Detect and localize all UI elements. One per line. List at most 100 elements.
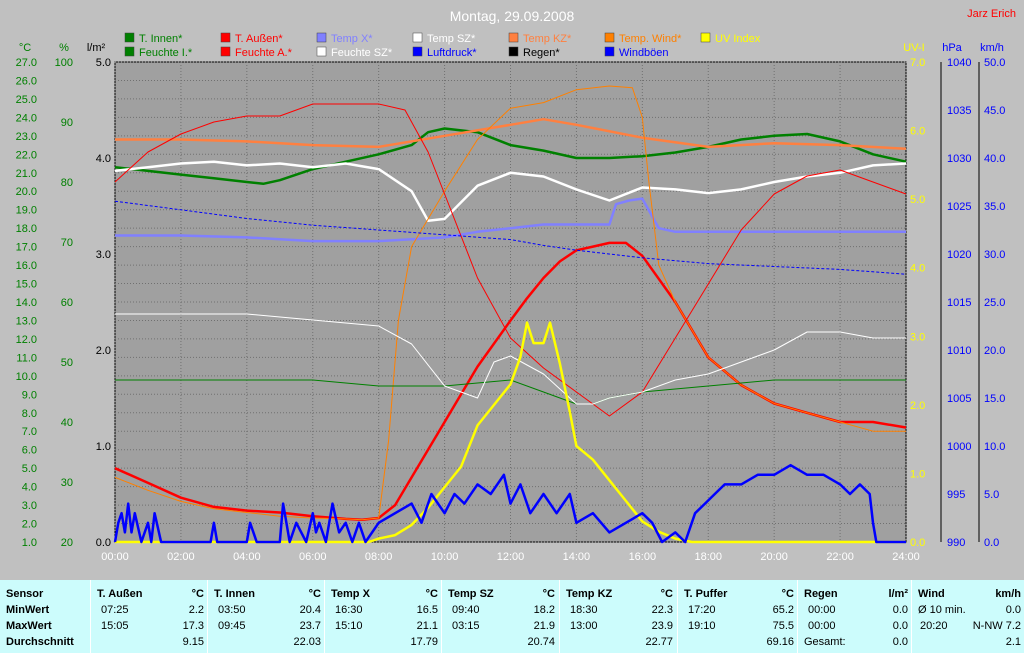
legend-swatch bbox=[316, 46, 327, 57]
x-tick-label: 12:00 bbox=[497, 551, 525, 563]
stats-cell-value: 2.2 bbox=[188, 604, 204, 616]
stats-cell-label: 09:40 bbox=[452, 604, 480, 616]
humidity-axis-tick-label: 40 bbox=[61, 417, 73, 429]
legend-swatch bbox=[700, 32, 711, 43]
x-tick-label: 00:00 bbox=[101, 551, 129, 563]
temp-axis-tick-label: 15.0 bbox=[16, 279, 37, 291]
stats-cell-value: 22.77 bbox=[645, 636, 673, 648]
temp-axis-tick-label: 17.0 bbox=[16, 242, 37, 254]
x-tick-label: 24:00 bbox=[892, 551, 920, 563]
stats-cell-value: 23.9 bbox=[651, 620, 673, 632]
stats-cell-label: T. Innen bbox=[214, 588, 255, 600]
stats-cell-value: °C bbox=[191, 588, 204, 600]
series-line bbox=[115, 117, 907, 151]
wind-col-name: Wind bbox=[918, 588, 945, 600]
stats-cell-value: 21.1 bbox=[416, 620, 438, 632]
temp-axis-tick-label: 20.0 bbox=[16, 186, 37, 198]
series-line bbox=[114, 127, 907, 186]
legend-swatch bbox=[508, 46, 519, 57]
pressure-axis-tick-label: 1005 bbox=[947, 393, 971, 405]
series-line bbox=[113, 463, 906, 544]
rain-total-value: 0.0 bbox=[892, 636, 908, 648]
stats-cell-label: Temp SZ bbox=[448, 588, 494, 600]
stats-cell-value: °C bbox=[781, 588, 794, 600]
temp-axis-tick-label: 10.0 bbox=[16, 371, 37, 383]
stats-col-wind: Wind km/h Ø 10 min. 0.0 20:20 N-NW 7.2 2.1 bbox=[911, 580, 1024, 653]
rain-r1-time: 00:00 bbox=[808, 604, 836, 616]
stats-cell-value: 65.2 bbox=[772, 604, 794, 616]
legend-swatch bbox=[412, 46, 423, 57]
wind-r1-label: Ø 10 min. bbox=[918, 604, 966, 616]
temp-axis-tick-label: 26.0 bbox=[16, 75, 37, 87]
wind-avg-value: 2.1 bbox=[1005, 636, 1021, 648]
temp-axis-tick-label: 23.0 bbox=[16, 131, 37, 143]
legend: T. Innen* T. Außen* Temp X* Temp SZ* Temp KZ… bbox=[124, 32, 761, 59]
legend-swatch bbox=[220, 46, 231, 57]
author-label: Jarz Erich bbox=[967, 8, 1016, 20]
temp-axis-tick-label: 1.0 bbox=[22, 537, 37, 549]
wind-axis-tick-label: 50.0 bbox=[984, 57, 1005, 69]
wind-axis-tick-label: 30.0 bbox=[984, 249, 1005, 261]
stats-cell-value: °C bbox=[425, 588, 438, 600]
stats-cell-value: 23.7 bbox=[299, 620, 321, 632]
temp-axis-tick-label: 22.0 bbox=[16, 149, 37, 161]
rain-total-label: Gesamt: bbox=[804, 636, 846, 648]
rain-r2-value: 0.0 bbox=[892, 620, 908, 632]
humidity-axis-tick-label: 90 bbox=[61, 117, 73, 129]
humidity-axis-tick-label: 80 bbox=[61, 177, 73, 189]
legend-label: UV Index bbox=[715, 33, 761, 45]
legend-swatch bbox=[220, 32, 231, 43]
uv-axis-tick-label: 6.0 bbox=[910, 126, 925, 138]
temp-axis-tick-label: 9.0 bbox=[22, 389, 37, 401]
legend-swatch bbox=[412, 32, 423, 43]
uv-axis-tick-label: 0.0 bbox=[910, 537, 925, 549]
stats-cell-value: 20.4 bbox=[299, 604, 321, 616]
stats-cell-value: 18.2 bbox=[533, 604, 555, 616]
row-label-avg: Durchschnitt bbox=[6, 636, 74, 648]
temp-axis-tick-label: 6.0 bbox=[22, 445, 37, 457]
x-tick-label: 22:00 bbox=[826, 551, 854, 563]
stats-cell-value: 17.3 bbox=[182, 620, 204, 632]
series-line bbox=[114, 85, 906, 521]
rain-col-unit: l/m² bbox=[888, 588, 908, 600]
uv-axis-unit: UV-I bbox=[903, 42, 924, 54]
rain-axis-tick-label: 2.0 bbox=[96, 345, 111, 357]
stats-row-labels: Sensor MinWert MaxWert Durchschnitt bbox=[0, 580, 90, 653]
wind-r1-value: 0.0 bbox=[1005, 604, 1021, 616]
stats-cell-value: 16.5 bbox=[416, 604, 438, 616]
legend-swatch bbox=[316, 32, 327, 43]
temp-axis-tick-label: 24.0 bbox=[16, 112, 37, 124]
temp-axis-tick-label: 8.0 bbox=[22, 408, 37, 420]
temp-axis-tick-label: 21.0 bbox=[16, 168, 37, 180]
rain-axis-tick-label: 0.0 bbox=[96, 537, 111, 549]
humidity-axis-tick-label: 70 bbox=[61, 237, 73, 249]
stats-cell-label: 09:45 bbox=[218, 620, 246, 632]
stats-cell-label: 18:30 bbox=[570, 604, 598, 616]
uv-axis-tick-label: 1.0 bbox=[910, 468, 925, 480]
stats-cell-label: 13:00 bbox=[570, 620, 598, 632]
legend-label: Temp KZ* bbox=[523, 33, 572, 45]
uv-axis-tick-label: 7.0 bbox=[910, 57, 925, 69]
rain-col-name: Regen bbox=[804, 588, 838, 600]
wind-axis-tick-label: 10.0 bbox=[984, 441, 1005, 453]
series-line bbox=[115, 197, 906, 243]
temp-axis-tick-label: 12.0 bbox=[16, 334, 37, 346]
legend-swatch bbox=[604, 46, 615, 57]
stats-cell-label: T. Außen bbox=[97, 588, 143, 600]
temp-axis-tick-label: 5.0 bbox=[22, 463, 37, 475]
humidity-axis-tick-label: 30 bbox=[61, 477, 73, 489]
uv-axis-tick-label: 2.0 bbox=[910, 400, 925, 412]
stats-cell-label: Temp X bbox=[331, 588, 370, 600]
x-tick-label: 04:00 bbox=[233, 551, 261, 563]
legend-label: Temp. Wind* bbox=[619, 33, 682, 45]
stats-cell-value: 22.3 bbox=[651, 604, 673, 616]
series-line bbox=[114, 103, 907, 417]
stats-cell-label: 15:10 bbox=[335, 620, 363, 632]
x-tick-label: 02:00 bbox=[167, 551, 195, 563]
series-line bbox=[115, 321, 906, 544]
stats-cell-value: 20.74 bbox=[527, 636, 555, 648]
humidity-axis-tick-label: 50 bbox=[61, 357, 73, 369]
temp-axis-tick-label: 11.0 bbox=[16, 352, 37, 364]
stats-cell-value: °C bbox=[660, 588, 673, 600]
pressure-axis-tick-label: 1035 bbox=[947, 105, 971, 117]
